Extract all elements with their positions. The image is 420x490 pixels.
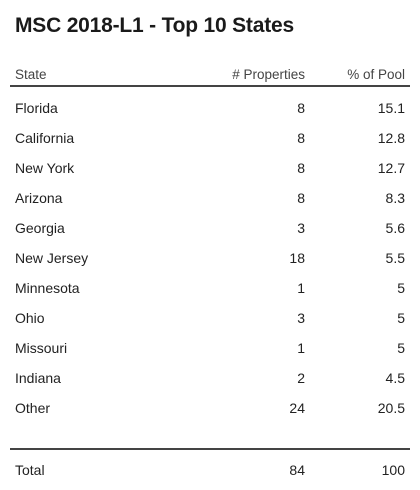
table-header: State # Properties % of Pool <box>10 64 410 87</box>
header-pct-of-pool: % of Pool <box>347 67 405 82</box>
cell-pct: 8.3 <box>385 190 405 206</box>
table-row: Other 24 20.5 <box>10 393 410 423</box>
table-body: Florida 8 15.1 California 8 12.8 New Yor… <box>10 87 410 423</box>
cell-properties: 1 <box>297 280 305 296</box>
total-properties: 84 <box>289 462 305 478</box>
total-label: Total <box>15 462 45 478</box>
cell-state: Indiana <box>15 370 61 386</box>
cell-properties: 8 <box>297 100 305 116</box>
cell-pct: 12.8 <box>377 130 405 146</box>
cell-state: Minnesota <box>15 280 80 296</box>
cell-state: Florida <box>15 100 58 116</box>
states-table: State # Properties % of Pool Florida 8 1… <box>10 64 410 490</box>
cell-pct: 5 <box>397 310 405 326</box>
cell-pct: 5 <box>397 280 405 296</box>
cell-properties: 3 <box>297 310 305 326</box>
cell-state: Other <box>15 400 51 416</box>
table-row: New York 8 12.7 <box>10 153 410 183</box>
cell-properties: 24 <box>289 400 305 416</box>
table-row: Indiana 2 4.5 <box>10 363 410 393</box>
table-row: Georgia 3 5.6 <box>10 213 410 243</box>
cell-pct: 5.5 <box>385 250 405 266</box>
table-row: Arizona 8 8.3 <box>10 183 410 213</box>
cell-properties: 2 <box>297 370 305 386</box>
header-properties: # Properties <box>232 67 305 82</box>
table-row: Ohio 3 5 <box>10 303 410 333</box>
cell-state: Ohio <box>15 310 45 326</box>
cell-state: California <box>15 130 75 146</box>
table-row: California 8 12.8 <box>10 123 410 153</box>
cell-pct: 15.1 <box>377 100 405 116</box>
cell-properties: 8 <box>297 160 305 176</box>
cell-pct: 20.5 <box>377 400 405 416</box>
cell-properties: 8 <box>297 190 305 206</box>
total-pct: 100 <box>381 462 405 478</box>
table-row: Missouri 1 5 <box>10 333 410 363</box>
total-divider <box>10 448 410 450</box>
cell-state: New York <box>15 160 75 176</box>
cell-state: Arizona <box>15 190 63 206</box>
cell-properties: 1 <box>297 340 305 356</box>
cell-properties: 8 <box>297 130 305 146</box>
cell-pct: 12.7 <box>377 160 405 176</box>
cell-pct: 4.5 <box>385 370 405 386</box>
cell-state: New Jersey <box>15 250 89 266</box>
cell-state: Georgia <box>15 220 65 236</box>
table-row: New Jersey 18 5.5 <box>10 243 410 273</box>
cell-properties: 18 <box>289 250 305 266</box>
cell-properties: 3 <box>297 220 305 236</box>
table-row: Minnesota 1 5 <box>10 273 410 303</box>
cell-state: Missouri <box>15 340 68 356</box>
table-spacer <box>10 423 410 448</box>
cell-pct: 5 <box>397 340 405 356</box>
cell-pct: 5.6 <box>385 220 405 236</box>
page-title: MSC 2018-L1 - Top 10 States <box>15 14 294 37</box>
header-state: State <box>15 67 47 82</box>
total-row: Total 84 100 <box>10 450 410 490</box>
table-row: Florida 8 15.1 <box>10 93 410 123</box>
